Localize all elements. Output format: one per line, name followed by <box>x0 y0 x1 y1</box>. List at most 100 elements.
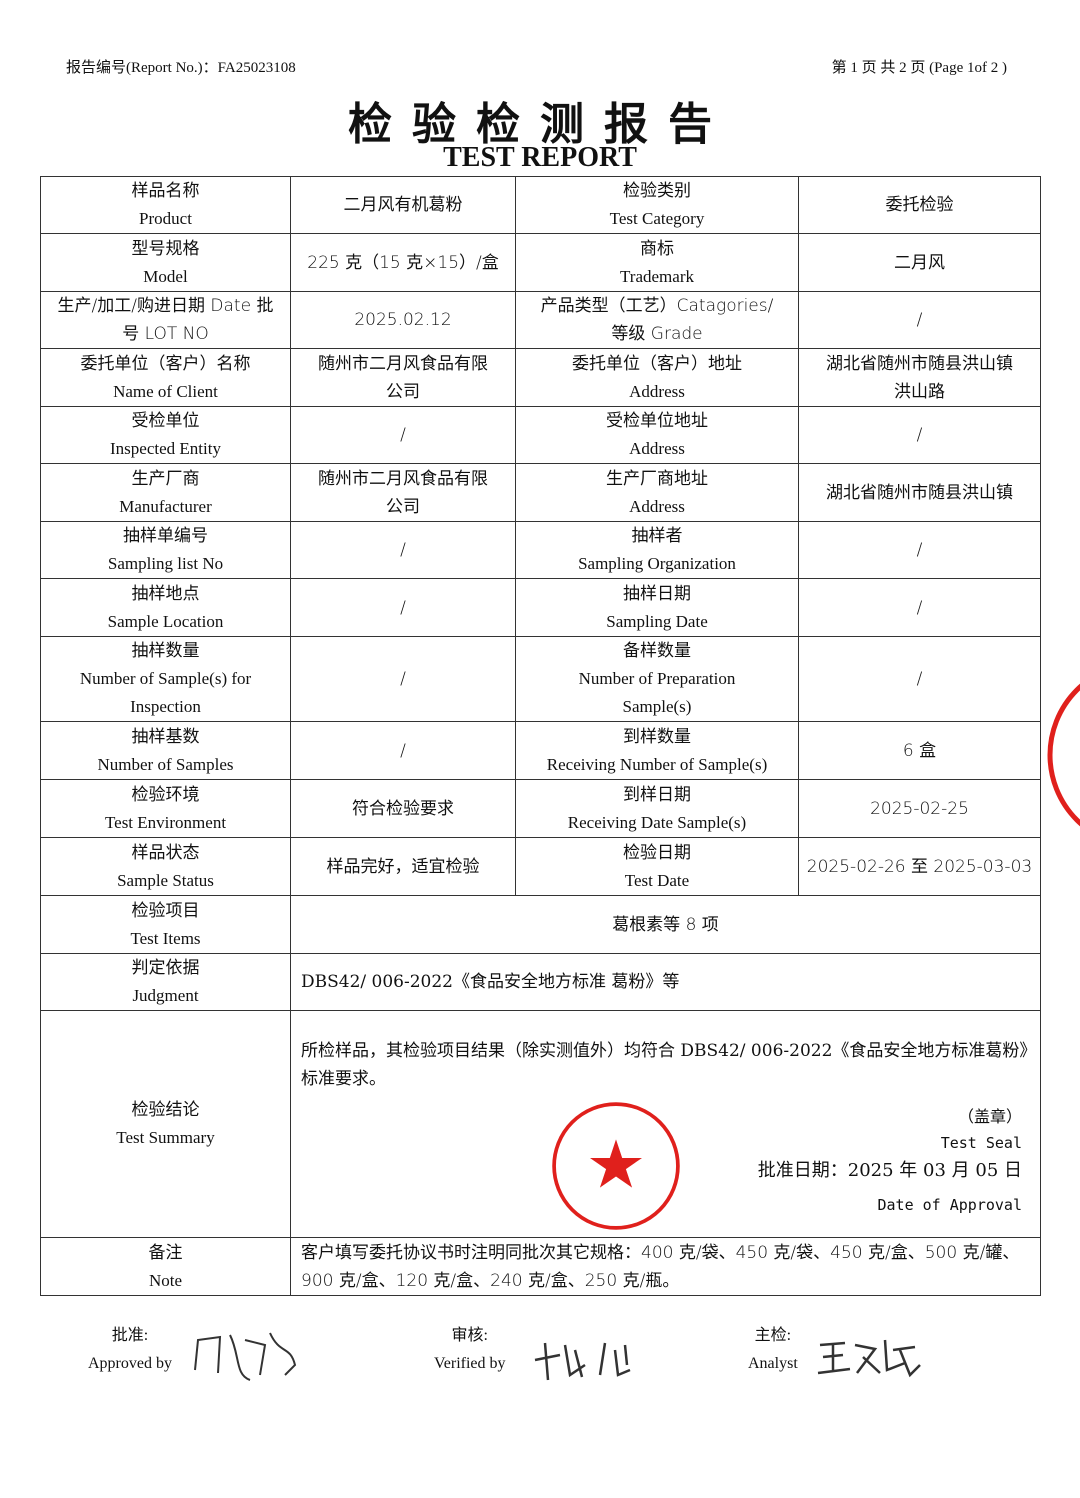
table-row: 型号规格 Model 225 克（15 克×15）/盒 商标 Trademark 二月风 <box>40 233 1041 292</box>
cell-line: Number of Sample(s) for <box>79 669 252 688</box>
value-left: 二月风有机葛粉 <box>290 176 516 234</box>
value-right: / <box>798 406 1041 464</box>
label-left: 型号规格 Model <box>40 233 291 292</box>
cell-line: Test Category <box>609 209 705 228</box>
label-left: 样品状态 Sample Status <box>40 837 291 896</box>
note-label: 备注 Note <box>40 1237 291 1296</box>
cell-line: 225 克（15 克×15）/盒 <box>307 252 499 273</box>
cell-line: 样品状态 <box>131 842 200 863</box>
table-row: 抽样地点 Sample Location / 抽样日期 Sampling Date / <box>40 578 1041 637</box>
cell-line: Test Environment <box>104 812 227 832</box>
cell-line: Sampling Date <box>606 611 708 631</box>
cell-line: / <box>400 669 406 689</box>
label-right: 商标 Trademark <box>515 233 799 292</box>
value-right: 二月风 <box>798 233 1041 292</box>
label-left: 抽样数量 Number of Sample(s) for Inspection <box>40 636 291 722</box>
cell-line: 抽样基数 <box>131 726 200 747</box>
cell-line: Inspected Entity <box>110 439 221 458</box>
cell-line: Inspection <box>130 697 201 716</box>
label-right: 检验类别 Test Category <box>515 176 799 234</box>
analyst-signature <box>817 1339 921 1378</box>
value-left: / <box>290 636 516 722</box>
cell-line: 湖北省随州市随县洪山镇 <box>826 482 1013 503</box>
cell-line: Manufacturer <box>119 496 212 516</box>
cell-line: / <box>400 540 406 560</box>
cell-line: Note <box>148 1270 183 1290</box>
cell-line: Product <box>139 209 192 228</box>
cell-line: 号 LOT NO <box>122 324 209 344</box>
test_items-value: 葛根素等 8 项 <box>290 895 1041 954</box>
table-row: 检验结论 Test Summary 所检样品，其检验项目结果（除实测值外）均符合 … <box>40 1010 1041 1238</box>
cell-line: 检验结论 <box>131 1100 200 1120</box>
summary-label: 检验结论 Test Summary <box>40 1010 291 1238</box>
table-row: 判定依据 Judgment DBS42/ 006-2022《食品安全地方标准 葛粉》… <box>40 953 1041 1011</box>
label-right: 产品类型（工艺）Catagories/等级 Grade <box>515 291 799 349</box>
cell-line: Receiving Date Sample(s) <box>567 812 747 832</box>
label-left: 生产/加工/购进日期 Date 批号 LOT NO <box>40 291 291 349</box>
cell-line: 生产厂商 <box>131 468 200 489</box>
cell-line: 抽样地点 <box>131 583 200 604</box>
cell-line: Model <box>143 266 188 286</box>
cell-line: 抽样者 <box>631 526 683 546</box>
table-row: 样品名称 Product 二月风有机葛粉 检验类别 Test Category 委托检验 <box>40 176 1041 234</box>
cell-line: 备样数量 <box>623 641 691 661</box>
report-number: 报告编号(Report No.)：FA25023108 <box>66 60 296 76</box>
cell-line: Address <box>629 439 685 458</box>
summary-text: 所检样品，其检验项目结果（除实测值外）均符合 DBS42/ 006-2022《食… <box>301 1041 1028 1089</box>
table-row: 抽样数量 Number of Sample(s) for Inspection / 备样… <box>40 636 1041 722</box>
table-row: 生产/加工/购进日期 Date 批号 LOT NO 2025.02.12 产品类型（… <box>40 291 1041 349</box>
cell-line: 受检单位 <box>131 411 200 431</box>
cell-line: Sample(s) <box>622 697 692 716</box>
cell-line: Sampling Organization <box>578 554 736 573</box>
value-right: / <box>798 521 1041 579</box>
summary-value: 所检样品，其检验项目结果（除实测值外）均符合 DBS42/ 006-2022《食… <box>290 1010 1041 1238</box>
approval-en: Date of Approval <box>877 1196 1023 1214</box>
judgment-text: DBS42/ 006-2022《食品安全地方标准 葛粉》等 <box>301 972 680 992</box>
value-left: / <box>290 721 516 780</box>
value-left: 随州市二月风食品有限 公司 <box>290 348 516 407</box>
report-table: 样品名称 Product 二月风有机葛粉 检验类别 Test Category 委托检验型… <box>40 176 1041 1296</box>
cell-line: / <box>400 597 406 618</box>
analyst: 主检: Analyst <box>748 1327 798 1372</box>
cell-line: Receiving Number of Sample(s) <box>546 754 768 774</box>
table-row: 检验环境 Test Environment 符合检验要求 到样日期 Receiving … <box>40 779 1041 838</box>
cell-line: Name of Client <box>113 381 218 401</box>
approved-by: 批准: Approved by <box>88 1327 172 1372</box>
cell-line: 备注 <box>148 1242 183 1263</box>
judgment-label: 判定依据 Judgment <box>40 953 291 1011</box>
cell-line: 到样数量 <box>623 726 691 747</box>
cell-line: / <box>916 425 923 445</box>
summary-box: 所检样品，其检验项目结果（除实测值外）均符合 DBS42/ 006-2022《食… <box>301 1011 1030 1236</box>
cell-line: / <box>916 669 923 689</box>
page-indicator: 第 1 页 共 2 页 (Page 1of 2 ) <box>831 60 1007 76</box>
cell-line: Test Summary <box>116 1128 215 1147</box>
side-seal-stamp <box>1047 683 1080 827</box>
value-left: 2025.02.12 <box>290 291 516 349</box>
label-left: 样品名称 Product <box>40 176 291 234</box>
cell-line: 抽样单编号 <box>123 526 208 546</box>
label-right: 检验日期 Test Date <box>515 837 799 896</box>
table-row: 委托单位（客户）名称 Name of Client 随州市二月风食品有限 公司 委托单位… <box>40 348 1041 407</box>
label-left: 受检单位 Inspected Entity <box>40 406 291 464</box>
cell-line: 等级 Grade <box>611 324 703 344</box>
cell-line: 2025-02-26 至 2025-03-03 <box>806 856 1033 877</box>
cell-line: 2025.02.12 <box>354 310 452 330</box>
label-right: 生产厂商地址 Address <box>515 463 799 522</box>
value-right: / <box>798 291 1041 349</box>
cell-line: 6 盒 <box>902 740 937 761</box>
cell-line: / <box>400 425 406 445</box>
cell-line: Test Date <box>624 870 690 890</box>
cell-line: 二月风 <box>894 252 945 273</box>
value-left: / <box>290 578 516 637</box>
cell-line: 检验项目 <box>131 900 200 921</box>
label-left: 抽样基数 Number of Samples <box>40 721 291 780</box>
cell-line: 判定依据 <box>131 958 200 978</box>
cell-line: 洪山路 <box>894 381 945 402</box>
cell-line: 产品类型（工艺）Catagories/ <box>540 296 774 316</box>
label-right: 委托单位（客户）地址 Address <box>515 348 799 407</box>
table-row: 备注 Note 客户填写委托协议书时注明同批次其它规格：400 克/袋、450 克/… <box>40 1237 1041 1296</box>
cell-line: Number of Preparation <box>578 669 736 688</box>
cell-line: Judgment <box>132 986 199 1005</box>
cell-line: Number of Samples <box>97 754 234 774</box>
cell-line: 样品名称 <box>131 181 200 201</box>
